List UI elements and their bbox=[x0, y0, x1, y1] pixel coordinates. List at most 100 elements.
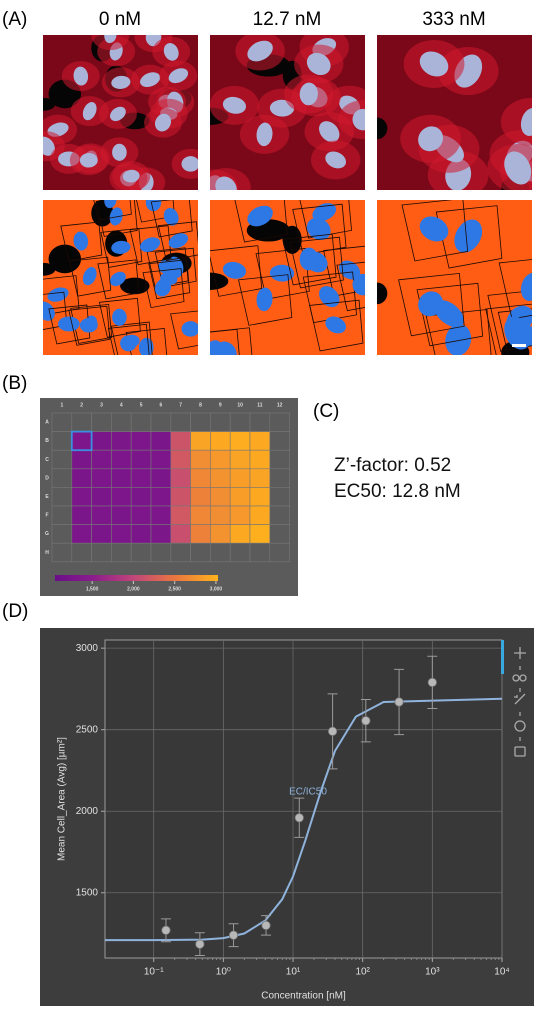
empty-well bbox=[130, 542, 152, 563]
move-icon[interactable] bbox=[514, 647, 526, 659]
nucleus bbox=[140, 72, 161, 88]
cell-outline bbox=[97, 259, 140, 300]
nucleus bbox=[82, 267, 97, 286]
colorbar-label: 1,500 bbox=[86, 586, 99, 592]
nucleus bbox=[122, 169, 140, 183]
notes-icon[interactable] bbox=[514, 746, 526, 757]
nucleus bbox=[247, 205, 273, 227]
well bbox=[130, 524, 152, 544]
nucleus bbox=[352, 273, 365, 296]
data-point bbox=[228, 930, 239, 940]
cell-outline bbox=[148, 259, 191, 300]
well bbox=[91, 524, 112, 544]
nucleus bbox=[256, 122, 273, 147]
panel-label: (C) bbox=[313, 401, 339, 422]
cell-outline bbox=[125, 327, 168, 355]
empty-well bbox=[170, 412, 191, 432]
well bbox=[130, 449, 152, 470]
column-label: 8 bbox=[199, 402, 202, 408]
nucleus bbox=[140, 237, 161, 253]
well bbox=[170, 524, 191, 544]
x-axis-label: Concentration [nM] bbox=[261, 991, 346, 1002]
well bbox=[210, 431, 231, 451]
column-label: 7 bbox=[179, 402, 182, 408]
cell-outline bbox=[142, 268, 185, 309]
data-point bbox=[327, 726, 338, 736]
x-tick-label: 10¹ bbox=[286, 967, 301, 978]
column-label: 3 bbox=[100, 402, 103, 408]
select-icon[interactable] bbox=[514, 693, 526, 705]
empty-well bbox=[91, 542, 112, 563]
well bbox=[111, 524, 132, 544]
nucleus bbox=[111, 240, 131, 254]
fluorescence-image bbox=[210, 35, 365, 190]
y-axis-bar bbox=[501, 640, 504, 674]
annotation: EC/IC50 bbox=[289, 787, 327, 798]
empty-well bbox=[269, 542, 290, 563]
empty-well bbox=[269, 431, 290, 451]
well bbox=[249, 487, 271, 507]
panel-label: (B) bbox=[2, 373, 27, 394]
empty-well bbox=[150, 412, 172, 432]
well bbox=[71, 505, 92, 525]
nucleus bbox=[306, 52, 331, 76]
column-label: 12 bbox=[277, 402, 283, 408]
nucleus bbox=[299, 82, 318, 106]
nucleus bbox=[155, 113, 172, 132]
fluorescence-image bbox=[43, 35, 198, 190]
empty-well bbox=[130, 412, 152, 432]
cell-outline bbox=[282, 233, 337, 286]
nucleus bbox=[79, 152, 98, 168]
well bbox=[111, 487, 132, 507]
well bbox=[150, 449, 172, 470]
empty-well bbox=[190, 542, 211, 563]
empty-well bbox=[111, 412, 132, 432]
nucleus bbox=[504, 316, 532, 350]
nucleus bbox=[325, 151, 347, 169]
y-axis-label: Mean Cell_Area (Avg) [µm²] bbox=[57, 737, 68, 861]
nucleus bbox=[339, 260, 361, 280]
well bbox=[91, 468, 112, 488]
nucleus bbox=[79, 317, 98, 333]
well bbox=[111, 431, 132, 451]
well bbox=[71, 468, 92, 488]
nucleus bbox=[104, 200, 117, 209]
dark-region bbox=[377, 117, 388, 140]
zoom-icon[interactable] bbox=[519, 674, 527, 682]
cell-outline bbox=[238, 274, 293, 326]
cell-outline bbox=[129, 225, 172, 266]
well bbox=[190, 487, 211, 507]
well bbox=[150, 524, 172, 544]
empty-well bbox=[269, 505, 290, 525]
y-tick-label: 2000 bbox=[76, 806, 99, 817]
cell-outline bbox=[157, 221, 198, 262]
cell-outline bbox=[60, 221, 103, 262]
panel-label: (A) bbox=[2, 9, 27, 30]
data-point bbox=[195, 939, 205, 949]
nucleus bbox=[181, 321, 198, 337]
zoom-icon[interactable] bbox=[512, 674, 520, 682]
column-label: 6 bbox=[160, 402, 163, 408]
nucleus bbox=[418, 291, 444, 317]
fit-curve bbox=[105, 697, 502, 942]
data-point bbox=[427, 677, 437, 688]
well bbox=[170, 449, 191, 470]
data-point bbox=[161, 925, 171, 935]
empty-well bbox=[190, 412, 211, 432]
cell-outline bbox=[289, 236, 344, 289]
reset-icon[interactable] bbox=[514, 720, 526, 732]
cell-outline bbox=[69, 256, 112, 297]
empty-well bbox=[210, 542, 231, 563]
well bbox=[130, 487, 152, 507]
well bbox=[210, 524, 231, 544]
nucleus bbox=[222, 96, 247, 114]
nucleus bbox=[319, 121, 340, 143]
well bbox=[249, 449, 271, 470]
metric-text: EC50: 12.8 nM bbox=[334, 481, 461, 502]
column-title: 333 nM bbox=[422, 9, 485, 30]
well bbox=[190, 431, 211, 451]
row-label: G bbox=[45, 531, 49, 537]
empty-well bbox=[170, 542, 191, 563]
nucleus bbox=[306, 217, 331, 241]
row-label: D bbox=[45, 475, 49, 481]
